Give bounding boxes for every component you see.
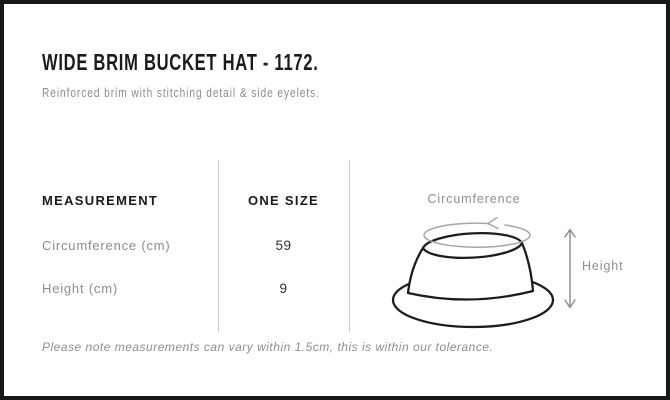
bucket-hat-illustration — [391, 216, 576, 329]
circumference-row-label: Circumference (cm) — [42, 238, 171, 253]
circumference-diagram-label: Circumference — [427, 192, 521, 206]
table-column-divider-right — [349, 160, 350, 332]
circumference-arrow-icon — [423, 216, 531, 248]
circumference-row-value: 59 — [275, 238, 292, 253]
measurement-column-header: MEASUREMENT — [42, 193, 159, 208]
product-title: WIDE BRIM BUCKET HAT - 1172. — [42, 49, 319, 75]
hat-measurement-diagram: Circumference Height — [385, 185, 645, 340]
product-subtitle: Reinforced brim with stitching detail & … — [42, 85, 320, 100]
height-row-value: 9 — [279, 281, 288, 296]
one-size-column-header: ONE SIZE — [247, 193, 320, 208]
height-diagram-label: Height — [582, 259, 624, 273]
table-column-divider-left — [218, 160, 219, 332]
height-arrow-icon — [564, 228, 576, 309]
tolerance-note: Please note measurements can vary within… — [42, 340, 494, 354]
height-row-label: Height (cm) — [42, 281, 118, 296]
hat-crown-opening — [421, 241, 524, 260]
